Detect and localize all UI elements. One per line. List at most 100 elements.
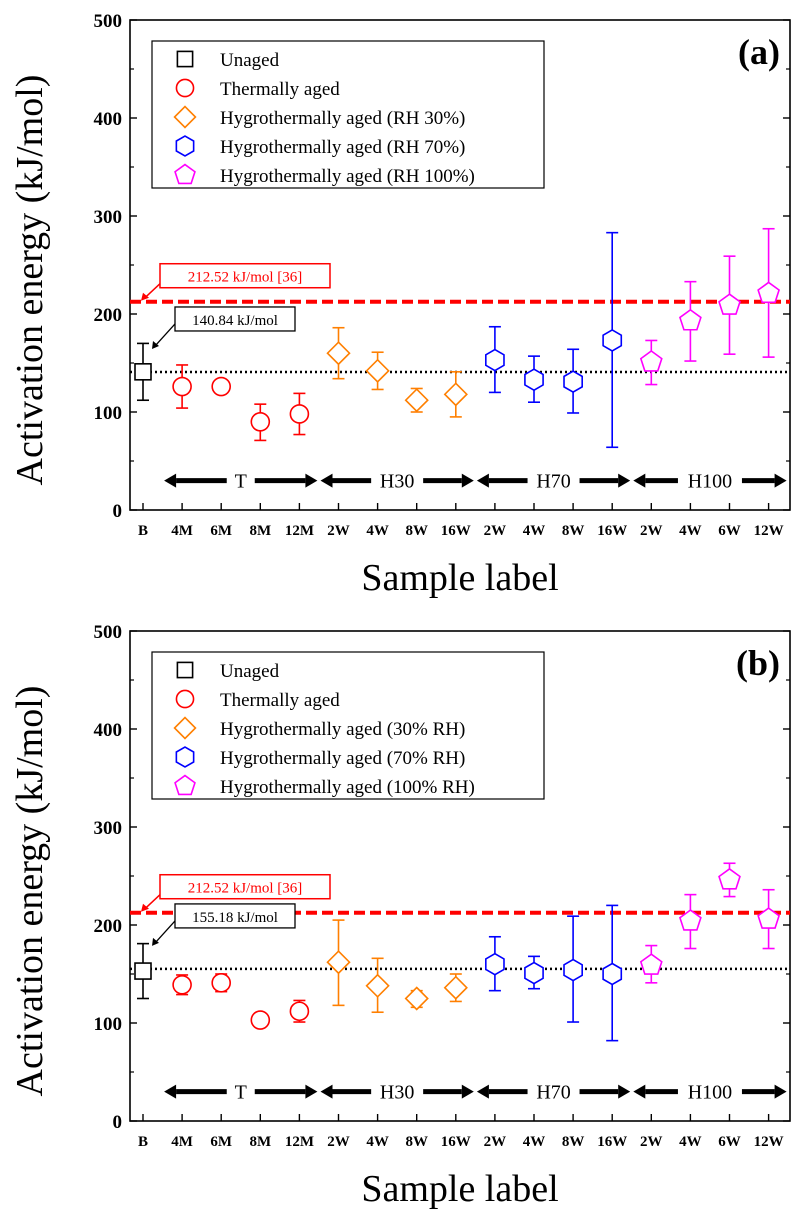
group-arrow-right xyxy=(741,1084,787,1099)
x-tick-label: 4W xyxy=(366,523,389,539)
data-point-hexagon xyxy=(524,961,544,985)
group-arrow-head xyxy=(320,1084,333,1099)
data-point-pentagon xyxy=(639,953,663,975)
x-tick-label: 6M xyxy=(210,523,232,539)
data-point-circle xyxy=(172,974,192,995)
y-tick-label: 500 xyxy=(94,622,123,643)
x-tick-label: 2W xyxy=(484,1134,507,1150)
group-label: H100 xyxy=(688,471,732,493)
group-arrow-left xyxy=(476,473,528,488)
x-tick-label: 12M xyxy=(285,523,314,539)
group-arrow-right xyxy=(423,473,474,488)
x-tick-label: 16W xyxy=(597,1134,627,1150)
y-axis-title: Activation energy (kJ/mol) xyxy=(9,75,51,486)
x-tick-label: 4W xyxy=(679,1134,702,1150)
x-tick-label: 2W xyxy=(327,523,350,539)
group-label: H70 xyxy=(536,471,570,493)
baseline-label: 140.84 kJ/mol xyxy=(192,313,278,329)
x-tick-label: 16W xyxy=(597,523,627,539)
group-arrow-left xyxy=(633,473,678,488)
x-tick-label: 4M xyxy=(171,523,193,539)
group-arrow-right xyxy=(254,1084,318,1099)
legend-marker-circle xyxy=(175,689,195,709)
reference-label: 212.52 kJ/mol [36] xyxy=(188,270,303,286)
data-point-hexagon xyxy=(602,962,623,986)
legend-label: Unaged xyxy=(220,50,280,71)
legend-marker-square xyxy=(176,50,194,68)
baseline-pointer-head xyxy=(152,937,159,946)
panel-label: (b) xyxy=(736,643,780,683)
y-tick-label: 300 xyxy=(94,207,123,228)
legend-label: Hygrothermally aged (30% RH) xyxy=(220,719,465,740)
x-tick-label: 6M xyxy=(210,1134,232,1150)
data-point-hexagon xyxy=(524,368,544,392)
data-point-diamond xyxy=(326,341,351,366)
data-point-pentagon xyxy=(757,907,781,929)
x-axis-title: Sample label xyxy=(361,1168,558,1210)
x-tick-label: 4M xyxy=(171,1134,193,1150)
data-point-square xyxy=(134,962,152,980)
group-label: H70 xyxy=(536,1082,570,1104)
reference-label-box xyxy=(159,262,331,289)
legend-marker-pentagon xyxy=(174,774,196,796)
legend-label: Thermally aged xyxy=(220,79,340,100)
group-arrow-head xyxy=(305,473,318,488)
data-point-pentagon xyxy=(718,867,741,890)
group-arrow-head xyxy=(774,473,787,488)
data-point-circle xyxy=(289,404,310,424)
y-tick-label: 500 xyxy=(94,11,123,32)
data-point-diamond xyxy=(365,973,390,998)
panel-a: 0 100 200 300 400 500 B 4M 6M 8M 12M 2W 4W 8W 16W 2W 4W 8… xyxy=(9,11,791,599)
y-tick-label: 0 xyxy=(113,1112,123,1133)
legend-marker-square xyxy=(176,661,194,679)
legend-label: Thermally aged xyxy=(220,690,340,711)
group-arrow-left xyxy=(320,1084,372,1099)
group-arrow-head xyxy=(618,1084,631,1099)
y-tick-label: 400 xyxy=(94,720,123,741)
x-tick-label: 6W xyxy=(718,1134,741,1150)
data-point-diamond xyxy=(326,950,351,975)
y-tick-label: 300 xyxy=(94,818,123,839)
data-point-circle xyxy=(250,1010,271,1030)
group-arrow-head xyxy=(774,1084,787,1099)
x-tick-label: 8W xyxy=(562,523,585,539)
x-tick-label: 12M xyxy=(285,1134,314,1150)
x-tick-label: 2W xyxy=(640,1134,663,1150)
group-arrow-head xyxy=(476,473,489,488)
x-axis-title: Sample label xyxy=(361,557,558,599)
x-tick-label: 12W xyxy=(754,523,784,539)
data-point-pentagon xyxy=(678,308,702,331)
panel-label: (a) xyxy=(738,32,780,72)
y-tick-label: 100 xyxy=(94,1014,123,1035)
legend-label: Hygrothermally aged (70% RH) xyxy=(220,748,465,769)
legend-box xyxy=(151,651,545,800)
legend-label: Hygrothermally aged (100% RH) xyxy=(220,777,475,798)
group-arrow-right xyxy=(579,1084,631,1099)
data-point-pentagon xyxy=(639,350,663,372)
group-arrow-head xyxy=(320,473,333,488)
group-arrow-head xyxy=(633,473,646,488)
reference-label: 212.52 kJ/mol [36] xyxy=(188,881,303,897)
x-tick-label: 16W xyxy=(441,523,471,539)
data-point-hexagon xyxy=(485,348,505,372)
group-arrow-head xyxy=(633,1084,646,1099)
y-tick-label: 400 xyxy=(94,109,123,130)
y-axis-title: Activation energy (kJ/mol) xyxy=(9,686,51,1097)
data-point-circle xyxy=(250,411,271,432)
x-tick-label: 2W xyxy=(327,1134,350,1150)
baseline-label-box xyxy=(174,903,296,929)
x-tick-label: 4W xyxy=(366,1134,389,1150)
group-arrow-right xyxy=(423,1084,474,1099)
x-tick-label: 8M xyxy=(249,1134,271,1150)
legend-marker-pentagon xyxy=(174,163,196,185)
x-tick-label: 2W xyxy=(640,523,663,539)
group-label: H100 xyxy=(688,1082,732,1104)
x-tick-label: B xyxy=(138,1134,148,1150)
group-arrow-left xyxy=(164,473,227,488)
data-point-circle xyxy=(211,973,231,993)
x-tick-label: 4W xyxy=(523,1134,546,1150)
legend-marker-hexagon xyxy=(175,135,195,157)
reference-label-box xyxy=(159,873,331,900)
baseline-label-box xyxy=(174,306,296,332)
legend-marker-diamond xyxy=(173,716,197,740)
